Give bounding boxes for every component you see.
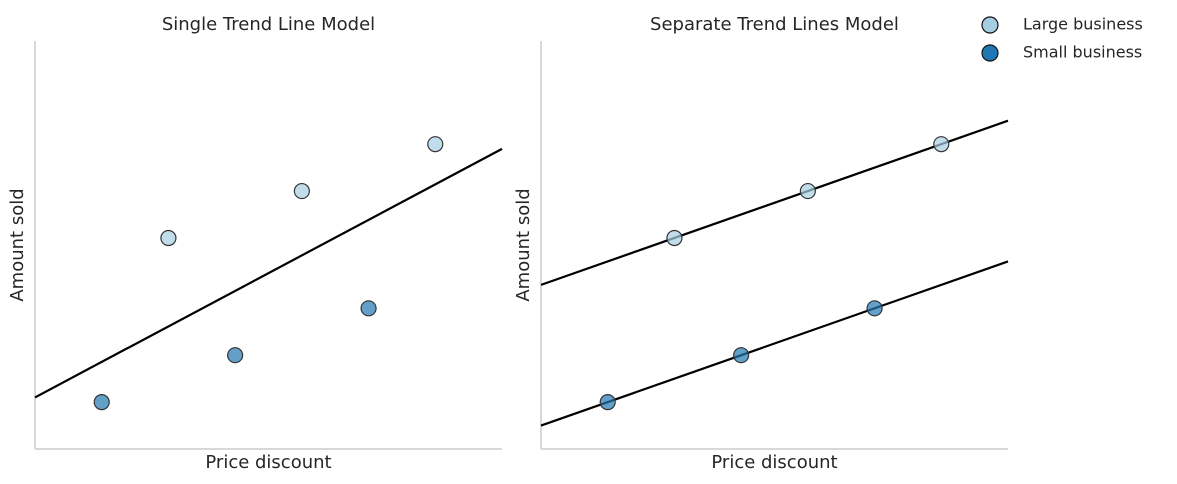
data-point	[427, 136, 444, 153]
data-point	[227, 347, 244, 364]
data-point	[160, 229, 177, 247]
x-axis-label: Price discount	[205, 452, 331, 473]
data-point	[360, 300, 377, 317]
data-point	[799, 182, 816, 200]
trend-line	[34, 147, 503, 399]
legend-marker	[981, 16, 999, 34]
data-point	[666, 229, 683, 247]
trend-line	[540, 119, 1009, 286]
data-point	[866, 300, 883, 317]
data-point	[293, 182, 310, 200]
data-point	[733, 347, 750, 364]
legend-label: Small business	[1023, 43, 1142, 62]
legend-label: Large business	[1023, 15, 1143, 34]
y-axis-label: Amount sold	[513, 188, 534, 301]
x-axis-label: Price discount	[711, 452, 837, 473]
trend-line	[540, 260, 1009, 427]
chart-title: Single Trend Line Model	[162, 14, 375, 35]
legend-marker	[981, 44, 999, 62]
data-point	[93, 394, 110, 411]
y-axis-label: Amount sold	[7, 188, 28, 301]
data-point	[933, 136, 950, 153]
chart-title: Separate Trend Lines Model	[650, 14, 899, 35]
data-point	[599, 394, 616, 411]
